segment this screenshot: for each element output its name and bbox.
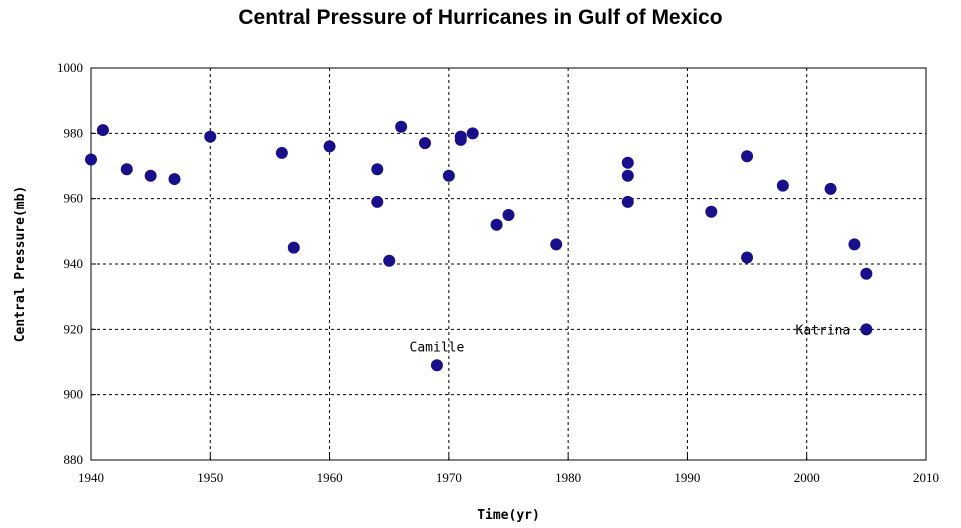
data-points bbox=[85, 120, 873, 372]
data-point bbox=[442, 169, 455, 182]
data-point bbox=[454, 133, 467, 146]
data-point bbox=[776, 179, 789, 192]
data-point bbox=[371, 195, 384, 208]
data-point bbox=[395, 120, 408, 133]
y-tick-label: 920 bbox=[64, 321, 84, 336]
y-tick-label: 980 bbox=[64, 125, 84, 140]
x-tick-label: 1990 bbox=[674, 470, 700, 485]
y-tick-label: 880 bbox=[64, 452, 84, 467]
data-point bbox=[120, 163, 133, 176]
data-point bbox=[430, 359, 443, 372]
x-tick-label: 1960 bbox=[317, 470, 343, 485]
x-axis-title: Time(yr) bbox=[477, 508, 540, 523]
x-tick-label: 1950 bbox=[197, 470, 223, 485]
y-tick-label: 900 bbox=[64, 387, 84, 402]
x-tick-label: 2010 bbox=[913, 470, 939, 485]
annotations: Camille Katrina bbox=[410, 323, 851, 355]
data-point bbox=[705, 205, 718, 218]
x-tick-label: 2000 bbox=[794, 470, 820, 485]
y-tick-label: 1000 bbox=[57, 60, 83, 75]
data-point bbox=[371, 163, 384, 176]
data-point bbox=[85, 153, 97, 166]
data-point bbox=[287, 241, 300, 254]
data-point bbox=[275, 146, 288, 159]
data-point bbox=[466, 127, 479, 140]
data-point bbox=[621, 195, 634, 208]
data-point bbox=[419, 137, 431, 150]
x-tick-label: 1980 bbox=[555, 470, 581, 485]
chart-title: Central Pressure of Hurricanes in Gulf o… bbox=[238, 6, 723, 29]
data-point bbox=[621, 169, 634, 182]
data-point bbox=[383, 254, 396, 267]
data-point bbox=[860, 267, 873, 280]
data-point bbox=[144, 169, 157, 182]
annotation-label: Camille bbox=[410, 340, 465, 355]
y-tick-label: 940 bbox=[64, 256, 84, 271]
data-point bbox=[323, 140, 336, 153]
tick-labels: 1940 1950 1960 1970 1980 1990 2000 2010 880 900 92… bbox=[57, 60, 939, 485]
data-point bbox=[621, 156, 634, 169]
x-tick-label: 1970 bbox=[436, 470, 462, 485]
data-point bbox=[168, 173, 181, 186]
data-point bbox=[741, 251, 754, 264]
data-point bbox=[741, 150, 754, 163]
data-point bbox=[502, 209, 515, 221]
y-tick-label: 960 bbox=[64, 191, 84, 206]
x-tick-label: 1940 bbox=[78, 470, 104, 485]
y-axis-title: Central Pressure(mb) bbox=[13, 186, 28, 343]
annotation-label: Katrina bbox=[796, 323, 851, 338]
data-point bbox=[490, 218, 503, 231]
data-point bbox=[96, 124, 109, 137]
data-point bbox=[204, 130, 217, 143]
grid-lines bbox=[91, 68, 926, 460]
data-point bbox=[550, 238, 563, 251]
data-point bbox=[860, 323, 873, 336]
data-point bbox=[848, 238, 861, 251]
data-point bbox=[824, 182, 837, 195]
